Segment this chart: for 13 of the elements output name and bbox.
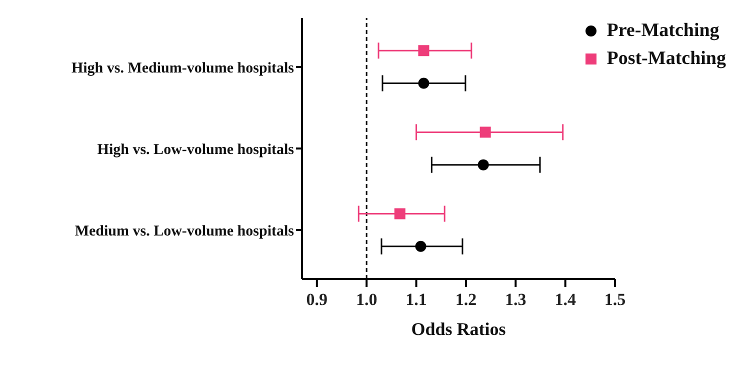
x-tick-label: 1.5 [604,290,626,310]
x-tick-label: 1.2 [455,290,477,310]
legend-label: Pre-Matching [606,20,720,42]
x-tick-label: 1.3 [505,290,526,310]
y-tick-label: High vs. Low-volume hospitals [97,142,294,158]
y-tick-label: High vs. Medium-volume hospitals [71,60,294,76]
x-tick-label: 0.9 [306,290,328,310]
x-tick-label: 1.0 [356,290,378,310]
y-tick-label: Medium vs. Low-volume hospitals [74,223,294,240]
x-tick-label: 1.1 [406,290,427,310]
x-axis-title: Odds Ratios [411,319,506,339]
legend-label: Post-Matching [606,48,726,70]
x-tick-label: 1.4 [554,290,576,310]
